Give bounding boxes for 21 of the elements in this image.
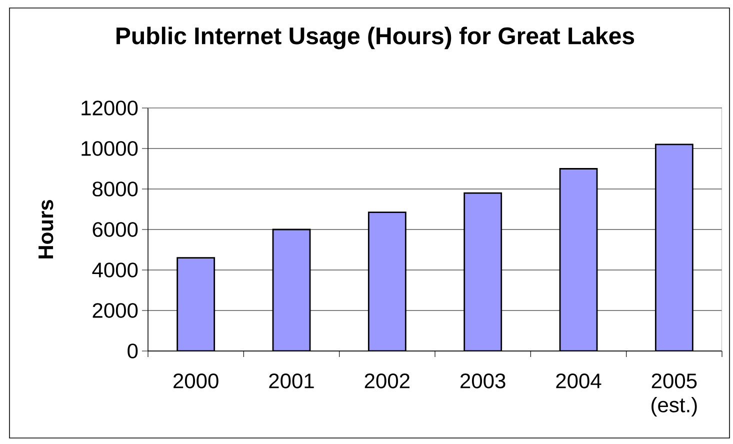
x-tick-label: 2004 [556, 374, 602, 388]
chart-title: Public Internet Usage (Hours) for Great Lakes [116, 26, 634, 50]
y-tick-label: 4000 [92, 262, 138, 278]
bar [654, 144, 694, 351]
x-tick-label: 2003 [460, 374, 506, 388]
x-tick-label: 2001 [269, 374, 314, 388]
y-tick-label: 2000 [92, 303, 138, 318]
y-tick-label: 10000 [82, 141, 138, 156]
y-tick-label: 0 [128, 344, 138, 358]
bar [272, 228, 311, 351]
x-tick-label: 2002 [364, 374, 410, 388]
y-tick-label: 8000 [92, 182, 138, 196]
x-tick-label: 2005 (est.) [652, 374, 697, 417]
bar [464, 192, 502, 351]
y-axis-title: Hours [38, 200, 54, 258]
x-tick-label: 2000 [174, 374, 218, 388]
y-tick-label: 12000 [82, 100, 138, 116]
y-tick-label: 6000 [92, 222, 138, 237]
bar [368, 212, 406, 351]
bar [176, 257, 216, 351]
bar [559, 168, 598, 351]
